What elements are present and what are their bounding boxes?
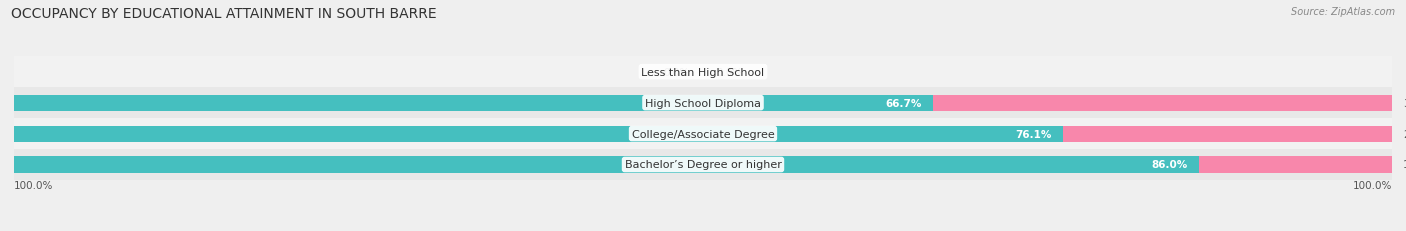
Bar	[1063, 126, 1392, 142]
Text: 100.0%: 100.0%	[1353, 180, 1392, 190]
Text: Less than High School: Less than High School	[641, 67, 765, 77]
Text: High School Diploma: High School Diploma	[645, 98, 761, 108]
Bar	[14, 149, 1392, 180]
Bar	[14, 157, 1199, 173]
Text: 76.1%: 76.1%	[1015, 129, 1052, 139]
Text: 66.7%: 66.7%	[886, 98, 922, 108]
Text: 86.0%: 86.0%	[1152, 160, 1188, 170]
Text: 23.9%: 23.9%	[1403, 129, 1406, 139]
Text: 0.0%: 0.0%	[664, 67, 689, 77]
Bar	[934, 95, 1392, 111]
Bar	[14, 126, 1063, 142]
Text: OCCUPANCY BY EDUCATIONAL ATTAINMENT IN SOUTH BARRE: OCCUPANCY BY EDUCATIONAL ATTAINMENT IN S…	[11, 7, 437, 21]
Text: 14.0%: 14.0%	[1403, 160, 1406, 170]
Bar	[14, 119, 1392, 149]
Text: 0.0%: 0.0%	[717, 67, 742, 77]
Text: Source: ZipAtlas.com: Source: ZipAtlas.com	[1291, 7, 1395, 17]
Bar	[1199, 157, 1392, 173]
Bar	[14, 57, 1392, 88]
Text: College/Associate Degree: College/Associate Degree	[631, 129, 775, 139]
Text: 33.3%: 33.3%	[1403, 98, 1406, 108]
Bar	[14, 88, 1392, 119]
Text: Bachelor’s Degree or higher: Bachelor’s Degree or higher	[624, 160, 782, 170]
Text: 100.0%: 100.0%	[14, 180, 53, 190]
Bar	[14, 95, 934, 111]
